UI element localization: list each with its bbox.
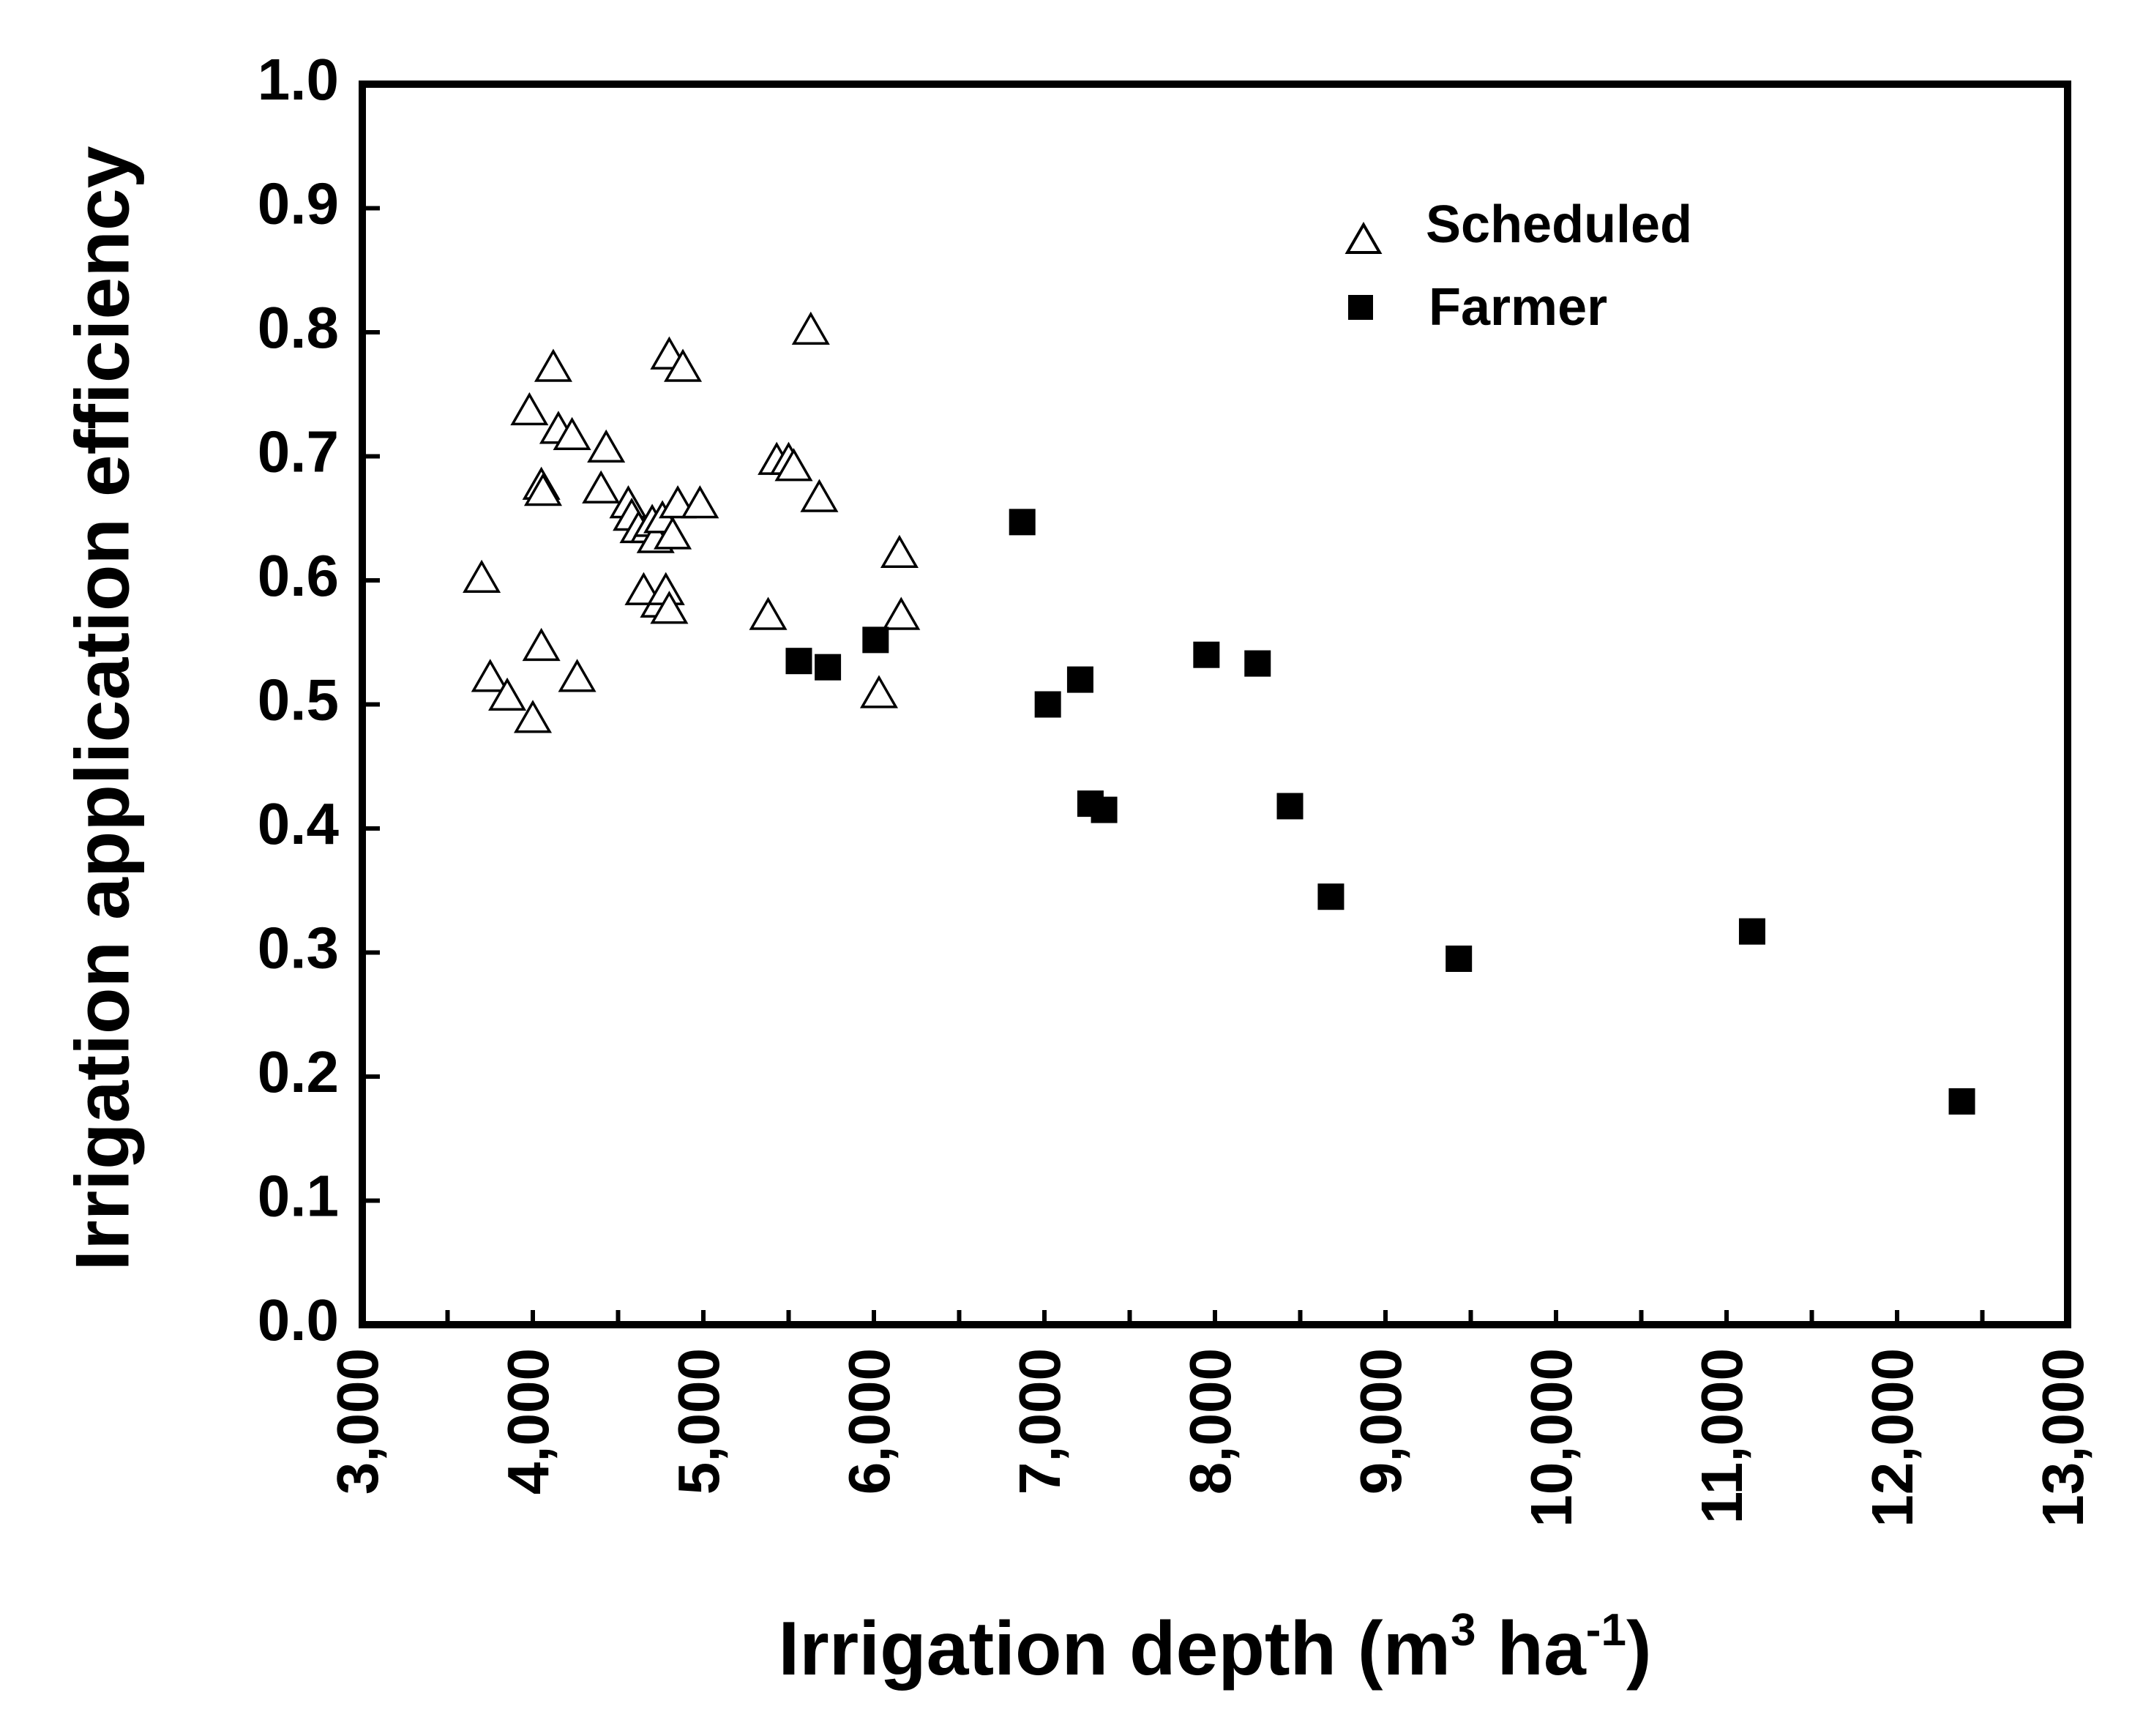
farmer-point <box>1276 793 1304 820</box>
y-axis-ticks: 0.0 0.1 0.2 0.3 0.4 0.5 0.6 0.7 0.8 0.9 1.0 <box>258 47 380 1352</box>
scheduled-point <box>471 659 509 692</box>
scheduled-point <box>553 416 591 451</box>
legend-farmer-label: Farmer <box>1429 278 1607 337</box>
x-axis-title-part3: ) <box>1626 1606 1652 1691</box>
y-axis-title: Irrigation application efficiency <box>60 146 145 1271</box>
scheduled-point <box>488 677 527 711</box>
scheduled-point <box>510 392 549 426</box>
x-axis-title-part2: ha <box>1476 1606 1587 1691</box>
farmer-point <box>862 626 889 654</box>
plot-area-frame <box>359 81 2071 1328</box>
scheduled-point <box>859 675 899 708</box>
x-tick-label: 13,000 <box>2030 1348 2095 1527</box>
legend-scheduled-label: Scheduled <box>1426 195 1692 254</box>
scheduled-point <box>522 627 561 662</box>
scheduled-point <box>650 591 689 624</box>
x-tick-label: 5,000 <box>666 1348 731 1494</box>
farmer-point <box>1738 918 1765 945</box>
scheduled-point <box>791 311 830 345</box>
farmer-point <box>785 648 812 675</box>
y-tick-label: 0.9 <box>258 171 339 236</box>
farmer-point <box>1317 883 1344 910</box>
scheduled-point <box>800 479 839 512</box>
scheduled-point <box>654 516 692 550</box>
farmer-point <box>1034 691 1061 718</box>
series-scheduled <box>463 311 921 733</box>
y-tick-label: 0.1 <box>258 1164 339 1229</box>
farmer-point <box>1948 1088 1975 1115</box>
y-tick-label: 0.6 <box>258 543 339 608</box>
x-tick-label: 11,000 <box>1689 1348 1754 1524</box>
x-axis-ticks: 3,000 4,000 5,000 6,000 7,000 8,000 9,000 10,00… <box>325 1310 2095 1527</box>
x-tick-label: 7,000 <box>1007 1348 1072 1494</box>
scheduled-point <box>587 429 626 463</box>
x-tick-label: 4,000 <box>495 1348 561 1494</box>
legend-farmer-marker <box>1348 295 1373 320</box>
farmer-point <box>1091 796 1118 823</box>
y-tick-label: 0.4 <box>258 791 340 856</box>
scheduled-point <box>582 470 621 504</box>
x-tick-label: 12,000 <box>1860 1348 1925 1527</box>
x-axis-title-superscript-2: -1 <box>1586 1605 1626 1655</box>
y-tick-label: 0.3 <box>258 916 339 981</box>
farmer-point <box>1244 650 1271 677</box>
scheduled-point <box>681 484 719 519</box>
x-tick-label: 3,000 <box>325 1348 390 1494</box>
farmer-point <box>1009 509 1036 536</box>
x-tick-label: 8,000 <box>1178 1348 1243 1494</box>
scheduled-point <box>664 348 703 382</box>
farmer-point <box>1193 641 1220 668</box>
scheduled-point <box>558 659 596 692</box>
scheduled-point <box>880 534 919 569</box>
y-tick-label: 0.8 <box>258 295 339 360</box>
scheduled-point <box>463 559 501 593</box>
y-tick-label: 0.2 <box>258 1039 339 1104</box>
legend-scheduled-marker <box>1344 222 1383 254</box>
farmer-point <box>1066 666 1093 693</box>
scheduled-point <box>513 700 553 733</box>
x-tick-label: 6,000 <box>837 1348 902 1494</box>
y-tick-label: 0.7 <box>258 419 339 484</box>
x-tick-label: 10,000 <box>1519 1348 1584 1527</box>
farmer-point <box>1446 945 1473 972</box>
x-axis-title-superscript-1: 3 <box>1451 1605 1476 1655</box>
series-farmer <box>785 509 1975 1115</box>
y-tick-label: 1.0 <box>258 47 339 112</box>
y-tick-label: 0.0 <box>258 1287 339 1352</box>
scheduled-point <box>534 348 572 382</box>
x-axis-title: Irrigation depth (m3 ha-1) <box>778 1605 1651 1691</box>
scheduled-point <box>749 596 788 630</box>
legend: Scheduled Farmer <box>1344 195 1692 337</box>
farmer-point <box>815 654 842 681</box>
x-tick-label: 9,000 <box>1348 1348 1413 1494</box>
x-axis-title-part1: Irrigation depth (m <box>778 1606 1451 1691</box>
y-tick-label: 0.5 <box>258 667 339 733</box>
scheduled-point <box>774 448 813 482</box>
scheduled-point <box>882 596 921 630</box>
scheduled-point <box>523 473 563 506</box>
